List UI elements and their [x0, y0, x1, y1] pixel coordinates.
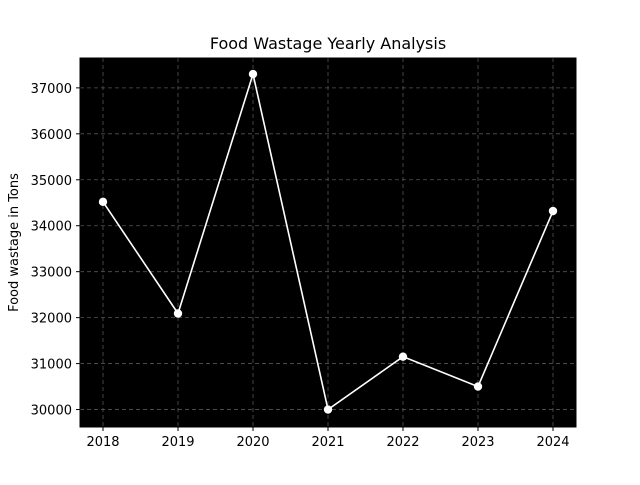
y-tick-label: 37000 [31, 82, 72, 97]
y-tick-label: 35000 [31, 174, 72, 189]
data-point [248, 69, 258, 79]
x-tick-label: 2024 [536, 435, 569, 450]
y-tick-label: 34000 [31, 220, 72, 235]
y-axis-label: Food wastage in Tons [7, 173, 22, 312]
y-tick-label: 32000 [31, 312, 72, 327]
y-tick-label: 33000 [31, 266, 72, 281]
y-tick-label: 31000 [31, 358, 72, 373]
data-point [398, 352, 408, 361]
data-point [98, 197, 108, 207]
x-tick-label: 2018 [86, 435, 119, 450]
x-tick-label: 2019 [161, 435, 194, 450]
y-tick-label: 36000 [31, 128, 72, 143]
data-point [473, 382, 483, 391]
series-group [98, 69, 558, 414]
x-tick-label: 2022 [386, 435, 419, 450]
data-point [323, 405, 333, 414]
data-point [548, 206, 558, 216]
plot-frame [79, 57, 577, 428]
x-tick-label: 2023 [461, 435, 494, 450]
axes [76, 57, 577, 431]
x-tick-label: 2021 [311, 435, 344, 450]
tick-labels: 2018 2019 2020 2021 2022 2023 2024 30000 31000 32… [31, 82, 570, 450]
y-tick-label: 30000 [31, 404, 72, 419]
x-tick-label: 2020 [236, 435, 269, 450]
data-point [173, 309, 183, 318]
chart-title: Food Wastage Yearly Analysis [210, 34, 446, 53]
